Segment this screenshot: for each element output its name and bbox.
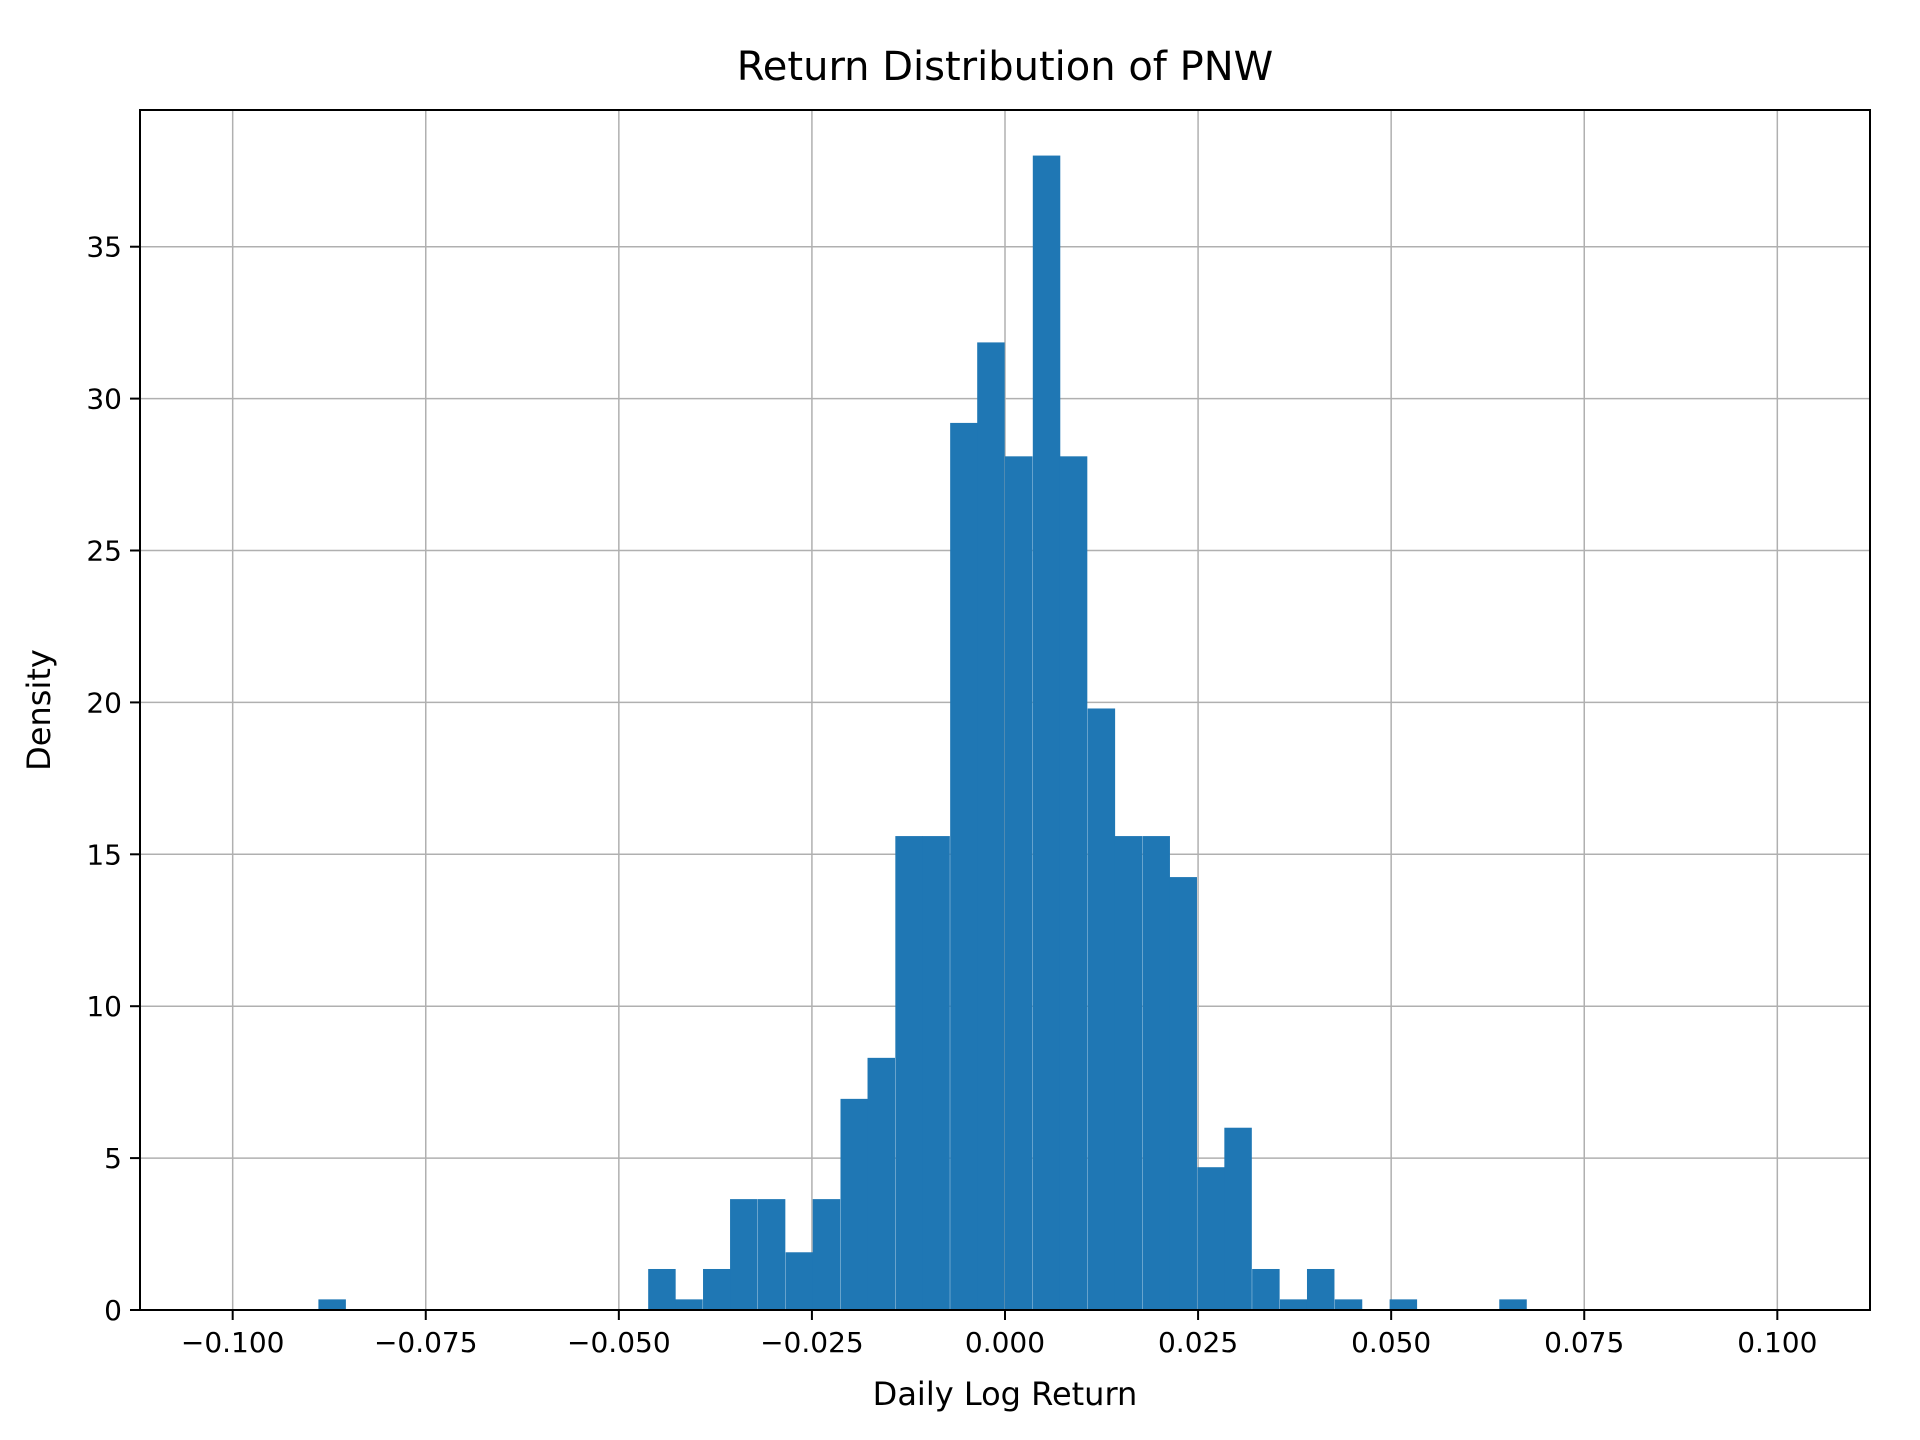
xtick-label: 0.000: [965, 1326, 1045, 1359]
histogram-bar: [1060, 456, 1087, 1310]
histogram-bar: [730, 1199, 757, 1310]
xtick-label: −0.050: [567, 1326, 671, 1359]
xtick-label: −0.025: [760, 1326, 864, 1359]
ytick-label: 35: [86, 231, 122, 264]
histogram-bar: [1197, 1167, 1224, 1310]
histogram-bar: [1252, 1269, 1279, 1310]
histogram-bar: [648, 1269, 675, 1310]
xtick-label: 0.025: [1158, 1326, 1238, 1359]
histogram-bar: [786, 1252, 813, 1310]
xtick-label: 0.050: [1351, 1326, 1431, 1359]
xtick-label: 0.075: [1544, 1326, 1624, 1359]
histogram-bar: [1499, 1299, 1526, 1310]
histogram-bar: [813, 1199, 840, 1310]
histogram-bar: [703, 1269, 730, 1310]
histogram-bar: [758, 1199, 785, 1310]
histogram-bar: [675, 1299, 702, 1310]
histogram-bar: [1280, 1299, 1307, 1310]
histogram-bar: [868, 1058, 895, 1310]
x-axis-label: Daily Log Return: [873, 1375, 1138, 1413]
xtick-label: −0.100: [181, 1326, 285, 1359]
histogram-bar: [1088, 708, 1115, 1310]
histogram-chart: −0.100 −0.075 −0.050 −0.025 0.000 0.025 0.050 0…: [0, 0, 1920, 1440]
ytick-label: 20: [86, 686, 122, 719]
xtick-label: −0.075: [374, 1326, 478, 1359]
histogram-bar: [1115, 836, 1142, 1310]
histogram-bar: [1170, 877, 1197, 1310]
histogram-bar: [1335, 1299, 1362, 1310]
histogram-bar: [318, 1299, 345, 1310]
histogram-bar: [977, 342, 1004, 1310]
histogram-bar: [840, 1099, 867, 1310]
ytick-label: 0: [104, 1294, 122, 1327]
ytick-label: 10: [86, 990, 122, 1023]
y-axis-label: Density: [20, 649, 58, 771]
chart-svg: −0.100 −0.075 −0.050 −0.025 0.000 0.025 0.050 0…: [0, 0, 1920, 1440]
histogram-bar: [1224, 1128, 1251, 1310]
histogram-bar: [950, 423, 977, 1310]
histogram-bar: [895, 836, 922, 1310]
ytick-label: 30: [86, 383, 122, 416]
histogram-bar: [922, 836, 949, 1310]
histogram-bar: [1307, 1269, 1334, 1310]
histogram-bar: [1005, 456, 1032, 1310]
ytick-label: 15: [86, 838, 122, 871]
histogram-bar: [1033, 156, 1060, 1310]
ytick-label: 5: [104, 1142, 122, 1175]
histogram-bar: [1142, 836, 1169, 1310]
chart-title: Return Distribution of PNW: [737, 44, 1273, 90]
histogram-bar: [1390, 1299, 1417, 1310]
ytick-label: 25: [86, 535, 122, 568]
xtick-label: 0.100: [1737, 1326, 1817, 1359]
